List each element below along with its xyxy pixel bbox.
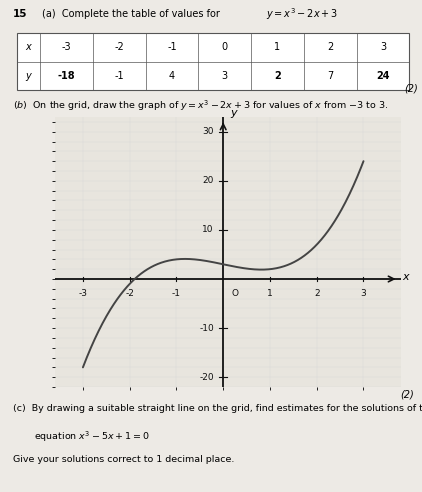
Text: Give your solutions correct to 1 decimal place.: Give your solutions correct to 1 decimal… [13,455,234,464]
Text: -3: -3 [62,42,71,53]
Text: -10: -10 [199,324,214,333]
Text: 15: 15 [13,9,27,19]
Text: $y = x^3 - 2x + 3$: $y = x^3 - 2x + 3$ [266,6,338,22]
Text: O: O [232,289,238,298]
Text: (a)  Complete the table of values for: (a) Complete the table of values for [42,9,220,19]
Text: x: x [402,272,408,281]
Text: (2): (2) [404,84,418,93]
Text: 3: 3 [361,289,366,298]
Text: 1: 1 [267,289,273,298]
Text: y: y [26,70,31,81]
Text: -20: -20 [199,372,214,382]
Text: $(b)$  On the grid, draw the graph of $y = x^3 - 2x + 3$ for values of $x$ from : $(b)$ On the grid, draw the graph of $y … [13,99,388,113]
Text: 3: 3 [222,70,228,81]
Text: 1: 1 [274,42,281,53]
Text: 2: 2 [274,70,281,81]
Text: -2: -2 [125,289,134,298]
Text: -2: -2 [114,42,124,53]
Text: 0: 0 [222,42,228,53]
Bar [17,33,409,90]
Text: 20: 20 [203,176,214,185]
Text: -18: -18 [58,70,75,81]
Text: 24: 24 [376,70,390,81]
Text: -1: -1 [167,42,177,53]
Text: 2: 2 [327,42,333,53]
Text: (2): (2) [400,390,414,400]
Text: 3: 3 [380,42,386,53]
Text: 2: 2 [314,289,319,298]
Text: 4: 4 [169,70,175,81]
Text: 30: 30 [203,127,214,136]
Text: y: y [230,108,237,118]
Text: -3: -3 [78,289,87,298]
Text: x: x [26,42,31,53]
Text: equation $x^3 - 5x + 1 = 0$: equation $x^3 - 5x + 1 = 0$ [34,430,149,444]
Text: 7: 7 [327,70,333,81]
Text: -1: -1 [172,289,181,298]
Text: 10: 10 [203,225,214,234]
Text: -1: -1 [114,70,124,81]
Text: (c)  By drawing a suitable straight line on the grid, find estimates for the sol: (c) By drawing a suitable straight line … [13,404,422,413]
